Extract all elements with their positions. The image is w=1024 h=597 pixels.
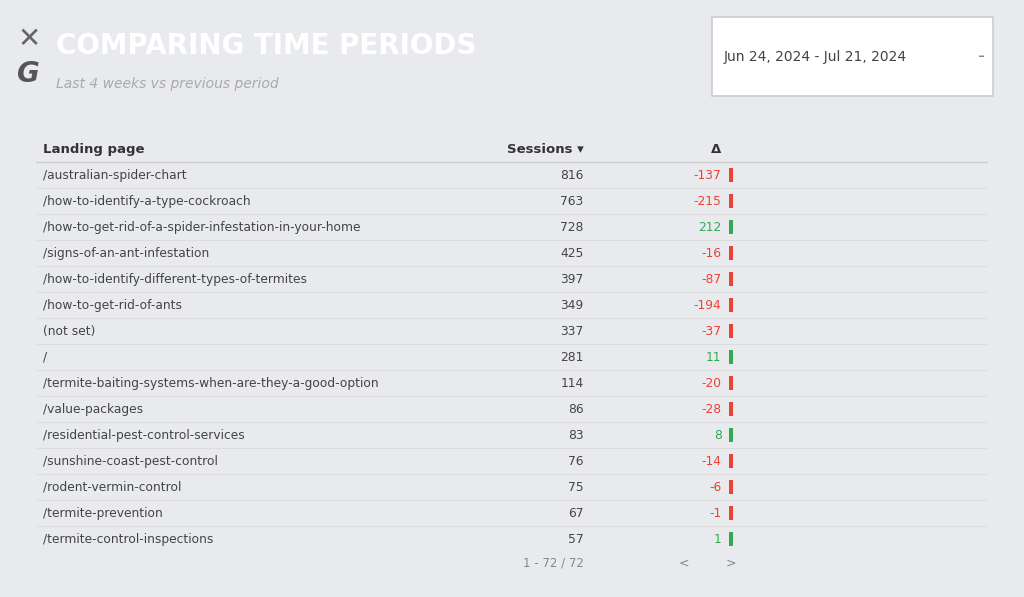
Text: /value-packages: /value-packages <box>43 403 143 416</box>
Text: 728: 728 <box>560 221 584 233</box>
Bar <box>729 454 733 469</box>
Text: 8: 8 <box>714 429 722 442</box>
Text: 1: 1 <box>714 533 722 546</box>
Text: -87: -87 <box>701 273 722 286</box>
Text: /how-to-get-rid-of-a-spider-infestation-in-your-home: /how-to-get-rid-of-a-spider-infestation-… <box>43 221 360 233</box>
Text: 337: 337 <box>560 325 584 338</box>
Bar <box>729 298 733 312</box>
Bar <box>729 246 733 260</box>
Text: <: < <box>678 556 689 569</box>
Text: -14: -14 <box>701 455 722 468</box>
Text: 816: 816 <box>560 168 584 181</box>
Text: 86: 86 <box>567 403 584 416</box>
Text: 281: 281 <box>560 350 584 364</box>
Text: /how-to-identify-different-types-of-termites: /how-to-identify-different-types-of-term… <box>43 273 307 286</box>
Text: -6: -6 <box>710 481 722 494</box>
Text: /rodent-vermin-control: /rodent-vermin-control <box>43 481 182 494</box>
Text: /termite-prevention: /termite-prevention <box>43 507 163 520</box>
Bar <box>729 532 733 546</box>
Text: 763: 763 <box>560 195 584 208</box>
Text: Landing page: Landing page <box>43 143 145 156</box>
Bar <box>729 428 733 442</box>
Text: Jun 24, 2024 - Jul 21, 2024: Jun 24, 2024 - Jul 21, 2024 <box>724 50 907 64</box>
Text: 114: 114 <box>560 377 584 390</box>
Text: 67: 67 <box>568 507 584 520</box>
Text: /termite-baiting-systems-when-are-they-a-good-option: /termite-baiting-systems-when-are-they-a… <box>43 377 379 390</box>
Text: Sessions ▾: Sessions ▾ <box>507 143 584 156</box>
Text: /termite-control-inspections: /termite-control-inspections <box>43 533 214 546</box>
Text: -: - <box>978 47 985 66</box>
Text: -20: -20 <box>701 377 722 390</box>
Text: Last 4 weeks vs previous period: Last 4 weeks vs previous period <box>56 77 279 91</box>
Bar <box>729 324 733 338</box>
Bar <box>729 506 733 521</box>
Text: (not set): (not set) <box>43 325 96 338</box>
Text: 57: 57 <box>567 533 584 546</box>
Text: COMPARING TIME PERIODS: COMPARING TIME PERIODS <box>56 32 477 60</box>
Text: -16: -16 <box>701 247 722 260</box>
Text: -37: -37 <box>701 325 722 338</box>
Bar <box>729 194 733 208</box>
FancyBboxPatch shape <box>712 17 993 96</box>
Bar <box>729 480 733 494</box>
Text: /residential-pest-control-services: /residential-pest-control-services <box>43 429 245 442</box>
Text: G: G <box>17 60 40 88</box>
Text: 349: 349 <box>560 298 584 312</box>
Text: -137: -137 <box>694 168 722 181</box>
Bar <box>729 272 733 287</box>
Text: /sunshine-coast-pest-control: /sunshine-coast-pest-control <box>43 455 218 468</box>
Text: /how-to-identify-a-type-cockroach: /how-to-identify-a-type-cockroach <box>43 195 251 208</box>
Text: /: / <box>43 350 47 364</box>
Bar <box>729 220 733 234</box>
Text: 1 - 72 / 72: 1 - 72 / 72 <box>522 556 584 569</box>
Text: 425: 425 <box>560 247 584 260</box>
Text: /how-to-get-rid-of-ants: /how-to-get-rid-of-ants <box>43 298 182 312</box>
Text: 83: 83 <box>567 429 584 442</box>
Bar <box>729 350 733 364</box>
Text: /signs-of-an-ant-infestation: /signs-of-an-ant-infestation <box>43 247 210 260</box>
Bar <box>729 402 733 416</box>
Text: 11: 11 <box>706 350 722 364</box>
Text: 397: 397 <box>560 273 584 286</box>
Text: /australian-spider-chart: /australian-spider-chart <box>43 168 187 181</box>
Text: ✕: ✕ <box>17 25 40 53</box>
Text: -28: -28 <box>701 403 722 416</box>
Text: Δ: Δ <box>712 143 722 156</box>
Text: >: > <box>726 556 736 569</box>
Text: 76: 76 <box>568 455 584 468</box>
Text: -215: -215 <box>693 195 722 208</box>
Text: 75: 75 <box>567 481 584 494</box>
Text: -1: -1 <box>710 507 722 520</box>
Text: 212: 212 <box>698 221 722 233</box>
Bar <box>36 136 988 162</box>
Bar <box>729 376 733 390</box>
Bar <box>729 168 733 182</box>
Text: -194: -194 <box>694 298 722 312</box>
